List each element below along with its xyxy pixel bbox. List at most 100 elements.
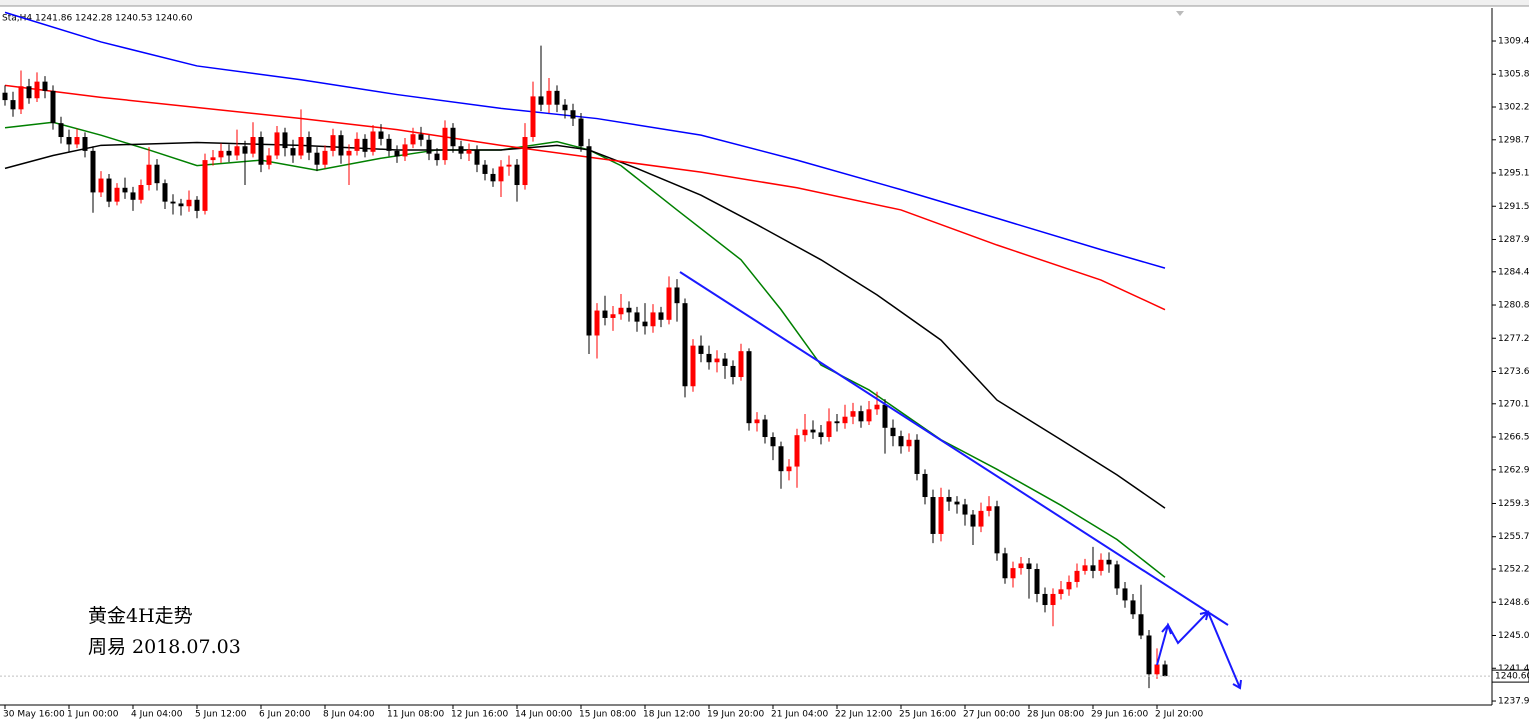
candle-body [386, 138, 392, 151]
candle-body [466, 149, 472, 154]
candle-body [346, 150, 352, 156]
candle-body [154, 164, 160, 184]
arrow-head [1199, 610, 1210, 621]
candle-body [370, 131, 376, 152]
x-tick-label: 22 Jun 12:00 [835, 710, 892, 720]
candle-body [330, 135, 336, 151]
candle-body [874, 404, 880, 410]
y-tick-label: 1295.10 [1498, 169, 1529, 179]
candle-body [858, 411, 864, 422]
candle-body [122, 187, 128, 193]
candle-body [306, 137, 312, 153]
candle-body [74, 137, 80, 145]
candle-body [498, 166, 504, 182]
x-tick-label: 2 Jul 20:00 [1155, 710, 1204, 720]
candle-body [986, 506, 992, 511]
candle-body [682, 303, 688, 387]
y-tick-label: 1305.80 [1498, 70, 1529, 80]
candle-body [930, 497, 936, 534]
chart-header: Sta,H4 1241.86 1242.28 1240.53 1240.60 [2, 14, 193, 24]
trend-drawing [679, 271, 1242, 690]
x-tick-label: 1 Jun 00:00 [67, 710, 119, 720]
candle-body [850, 411, 856, 417]
candle-body [1146, 635, 1152, 675]
moving-average [4, 84, 1166, 311]
candle-body [18, 86, 24, 110]
candle-body [818, 432, 824, 438]
candle-body [642, 321, 648, 327]
candle-body [514, 164, 520, 186]
candle-body [938, 497, 944, 534]
candle-body [634, 312, 640, 322]
candle-body [282, 132, 288, 149]
candle-body [434, 153, 440, 161]
candle-body [1162, 664, 1168, 677]
candle-body [442, 127, 448, 161]
candle-body [474, 149, 480, 165]
candle-body [914, 439, 920, 474]
candle-body [626, 307, 632, 313]
candle-body [1114, 564, 1120, 589]
candle-body [690, 345, 696, 387]
candle-body [146, 164, 152, 186]
candle-body [242, 146, 248, 154]
candle-body [186, 199, 192, 207]
candle-body [1034, 569, 1040, 594]
candle-body [586, 146, 592, 336]
y-tick-label: 1277.20 [1498, 334, 1529, 344]
candle-body [786, 466, 792, 472]
candle-body [170, 201, 176, 204]
x-tick-label: 19 Jun 20:00 [707, 710, 764, 720]
candle-body [354, 138, 360, 151]
x-tick-label: 14 Jun 00:00 [515, 710, 572, 720]
candle-body [994, 506, 1000, 554]
y-tick-label: 1241.45 [1498, 664, 1529, 674]
candle-body [882, 404, 888, 428]
candle-body [762, 419, 768, 438]
candle-body [298, 137, 304, 156]
candle-body [258, 137, 264, 165]
candle-body [562, 104, 568, 111]
candle-body [554, 90, 560, 105]
moving-average [4, 141, 1166, 509]
candle-body [578, 118, 584, 147]
candle-body [1026, 563, 1032, 570]
candle-body [274, 132, 280, 156]
x-tick-label: 5 Jun 12:00 [195, 710, 247, 720]
candle-body [394, 150, 400, 157]
candle-body [490, 173, 496, 182]
y-tick-label: 1287.90 [1498, 235, 1529, 245]
candle-body [42, 81, 48, 91]
candle-body [34, 81, 40, 99]
arrow-head [1161, 623, 1172, 635]
candle-body [1138, 614, 1144, 636]
candle-body [26, 86, 32, 99]
candle-body [570, 110, 576, 119]
candle-body [842, 416, 848, 424]
candle-body [1106, 559, 1112, 565]
candle-body [1042, 593, 1048, 606]
candle-body [538, 96, 544, 105]
x-tick-label: 11 Jun 08:00 [387, 710, 444, 720]
annotation: 周易 2018.07.03 [88, 636, 241, 658]
candle-body [234, 146, 240, 156]
candle-body [946, 497, 952, 502]
candle-body [1066, 581, 1072, 590]
candle-body [426, 139, 432, 154]
candle-body [802, 429, 808, 436]
x-tick-label: 21 Jun 04:00 [771, 710, 828, 720]
candle-body [794, 435, 800, 467]
x-tick-label: 12 Jun 16:00 [451, 710, 508, 720]
x-tick-label: 25 Jun 16:00 [899, 710, 956, 720]
candle-body [114, 187, 120, 202]
y-tick-label: 1291.50 [1498, 202, 1529, 212]
plot-area: 1309.40 1305.80 1302.25 1298.70 1295.10 1291.… [2, 11, 1529, 720]
candle-body [778, 446, 784, 472]
candle-body [314, 152, 320, 165]
candle-body [810, 429, 816, 433]
candle-body [594, 310, 600, 336]
candle-body [954, 501, 960, 505]
x-tick-label: 18 Jun 12:00 [643, 710, 700, 720]
candle-body [770, 437, 776, 447]
